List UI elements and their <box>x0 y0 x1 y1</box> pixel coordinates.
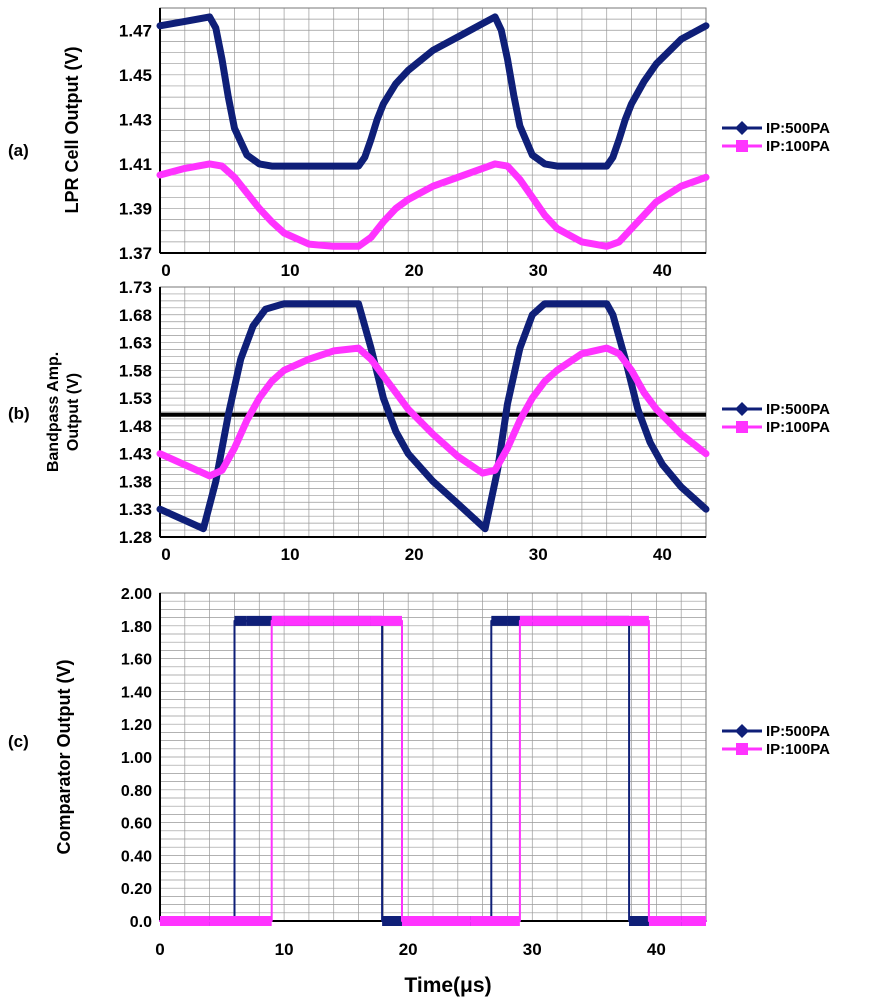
panel-label: (c) <box>8 732 29 751</box>
x-tick-label: 40 <box>653 261 672 280</box>
series-line-ip100 <box>156 160 710 250</box>
series-line-ip500 <box>156 13 710 170</box>
x-tick-label: 20 <box>405 261 424 280</box>
legend-label: IP:500PA <box>766 120 830 137</box>
y-tick-label: 1.33 <box>119 500 152 519</box>
y-tick-label: 1.41 <box>119 155 152 174</box>
x-tick-label: 20 <box>405 545 424 564</box>
x-tick-label: 0 <box>161 545 170 564</box>
y-axis-label: Comparator Output (V) <box>54 660 74 855</box>
panel-c: 0.0 0.20 0.40 0.60 0.80 1.00 1.20 1.40 1.60 1.80 2… <box>8 586 830 959</box>
y-tick-label: 0.20 <box>121 881 152 898</box>
x-tick-label: 10 <box>275 940 294 959</box>
y-tick-label: 1.37 <box>119 244 152 263</box>
y-tick-label: 2.00 <box>121 586 152 603</box>
y-tick-label: 1.00 <box>121 750 152 767</box>
y-axis-label-line: Bandpass Amp. <box>45 352 62 472</box>
y-tick-label: 1.73 <box>119 278 152 297</box>
x-tick-label: 10 <box>281 545 300 564</box>
x-tick-label: 10 <box>281 261 300 280</box>
x-tick-label: 30 <box>529 545 548 564</box>
legend-marker-diamond <box>735 121 749 135</box>
legend-label: IP:100PA <box>766 741 830 758</box>
x-tick-label: 20 <box>399 940 418 959</box>
y-tick-label: 0.60 <box>121 816 152 833</box>
y-tick-label: 0.0 <box>130 914 152 931</box>
y-tick-label: 0.40 <box>121 848 152 865</box>
y-tick-label: 0.80 <box>121 783 152 800</box>
y-tick-label: 1.48 <box>119 417 152 436</box>
x-tick-label: 40 <box>653 545 672 564</box>
legend-marker-diamond <box>735 402 749 416</box>
x-tick-label: 0 <box>161 261 170 280</box>
legend-label: IP:500PA <box>766 401 830 418</box>
y-tick-label: 1.20 <box>121 717 152 734</box>
legend-marker-square <box>736 743 748 755</box>
y-tick-label: 1.60 <box>121 652 152 669</box>
series-line-ip500 <box>156 300 710 533</box>
x-tick-label: 30 <box>523 940 542 959</box>
y-tick-label: 1.43 <box>119 110 152 129</box>
y-tick-label: 1.38 <box>119 472 152 491</box>
x-tick-label: 40 <box>647 940 666 959</box>
y-tick-label: 1.68 <box>119 306 152 325</box>
legend-label: IP:500PA <box>766 723 830 740</box>
panel-label: (b) <box>8 404 30 423</box>
y-tick-label: 1.39 <box>119 199 152 218</box>
y-tick-label: 1.58 <box>119 361 152 380</box>
legend-label: IP:100PA <box>766 138 830 155</box>
y-tick-label: 1.28 <box>119 528 152 547</box>
legend-marker-square <box>736 140 748 152</box>
y-axis-label: LPR Cell Output (V) <box>62 47 82 214</box>
y-tick-label: 1.43 <box>119 445 152 464</box>
y-tick-label: 1.47 <box>119 21 152 40</box>
legend-marker-square <box>736 421 748 433</box>
y-tick-label: 1.40 <box>121 684 152 701</box>
y-tick-label: 1.45 <box>119 66 152 85</box>
legend-label: IP:100PA <box>766 419 830 436</box>
series-line-ip100 <box>156 344 710 480</box>
x-tick-label: 0 <box>155 940 164 959</box>
y-tick-label: 1.53 <box>119 389 152 408</box>
y-tick-label: 1.63 <box>119 334 152 353</box>
x-tick-label: 30 <box>529 261 548 280</box>
panel-a: 1.37 1.39 1.41 1.43 1.45 1.47 0 10 20 30 40 LPR Cel… <box>8 7 830 280</box>
legend-marker-diamond <box>735 724 749 738</box>
x-axis-label: Time(μs) <box>404 974 491 997</box>
panel-label: (a) <box>8 141 29 160</box>
y-axis-label-line: Output (V) <box>65 373 82 451</box>
panel-b: 1.28 1.33 1.38 1.43 1.48 1.53 1.58 1.63 1.68 1.73… <box>8 278 830 564</box>
y-tick-label: 1.80 <box>121 619 152 636</box>
